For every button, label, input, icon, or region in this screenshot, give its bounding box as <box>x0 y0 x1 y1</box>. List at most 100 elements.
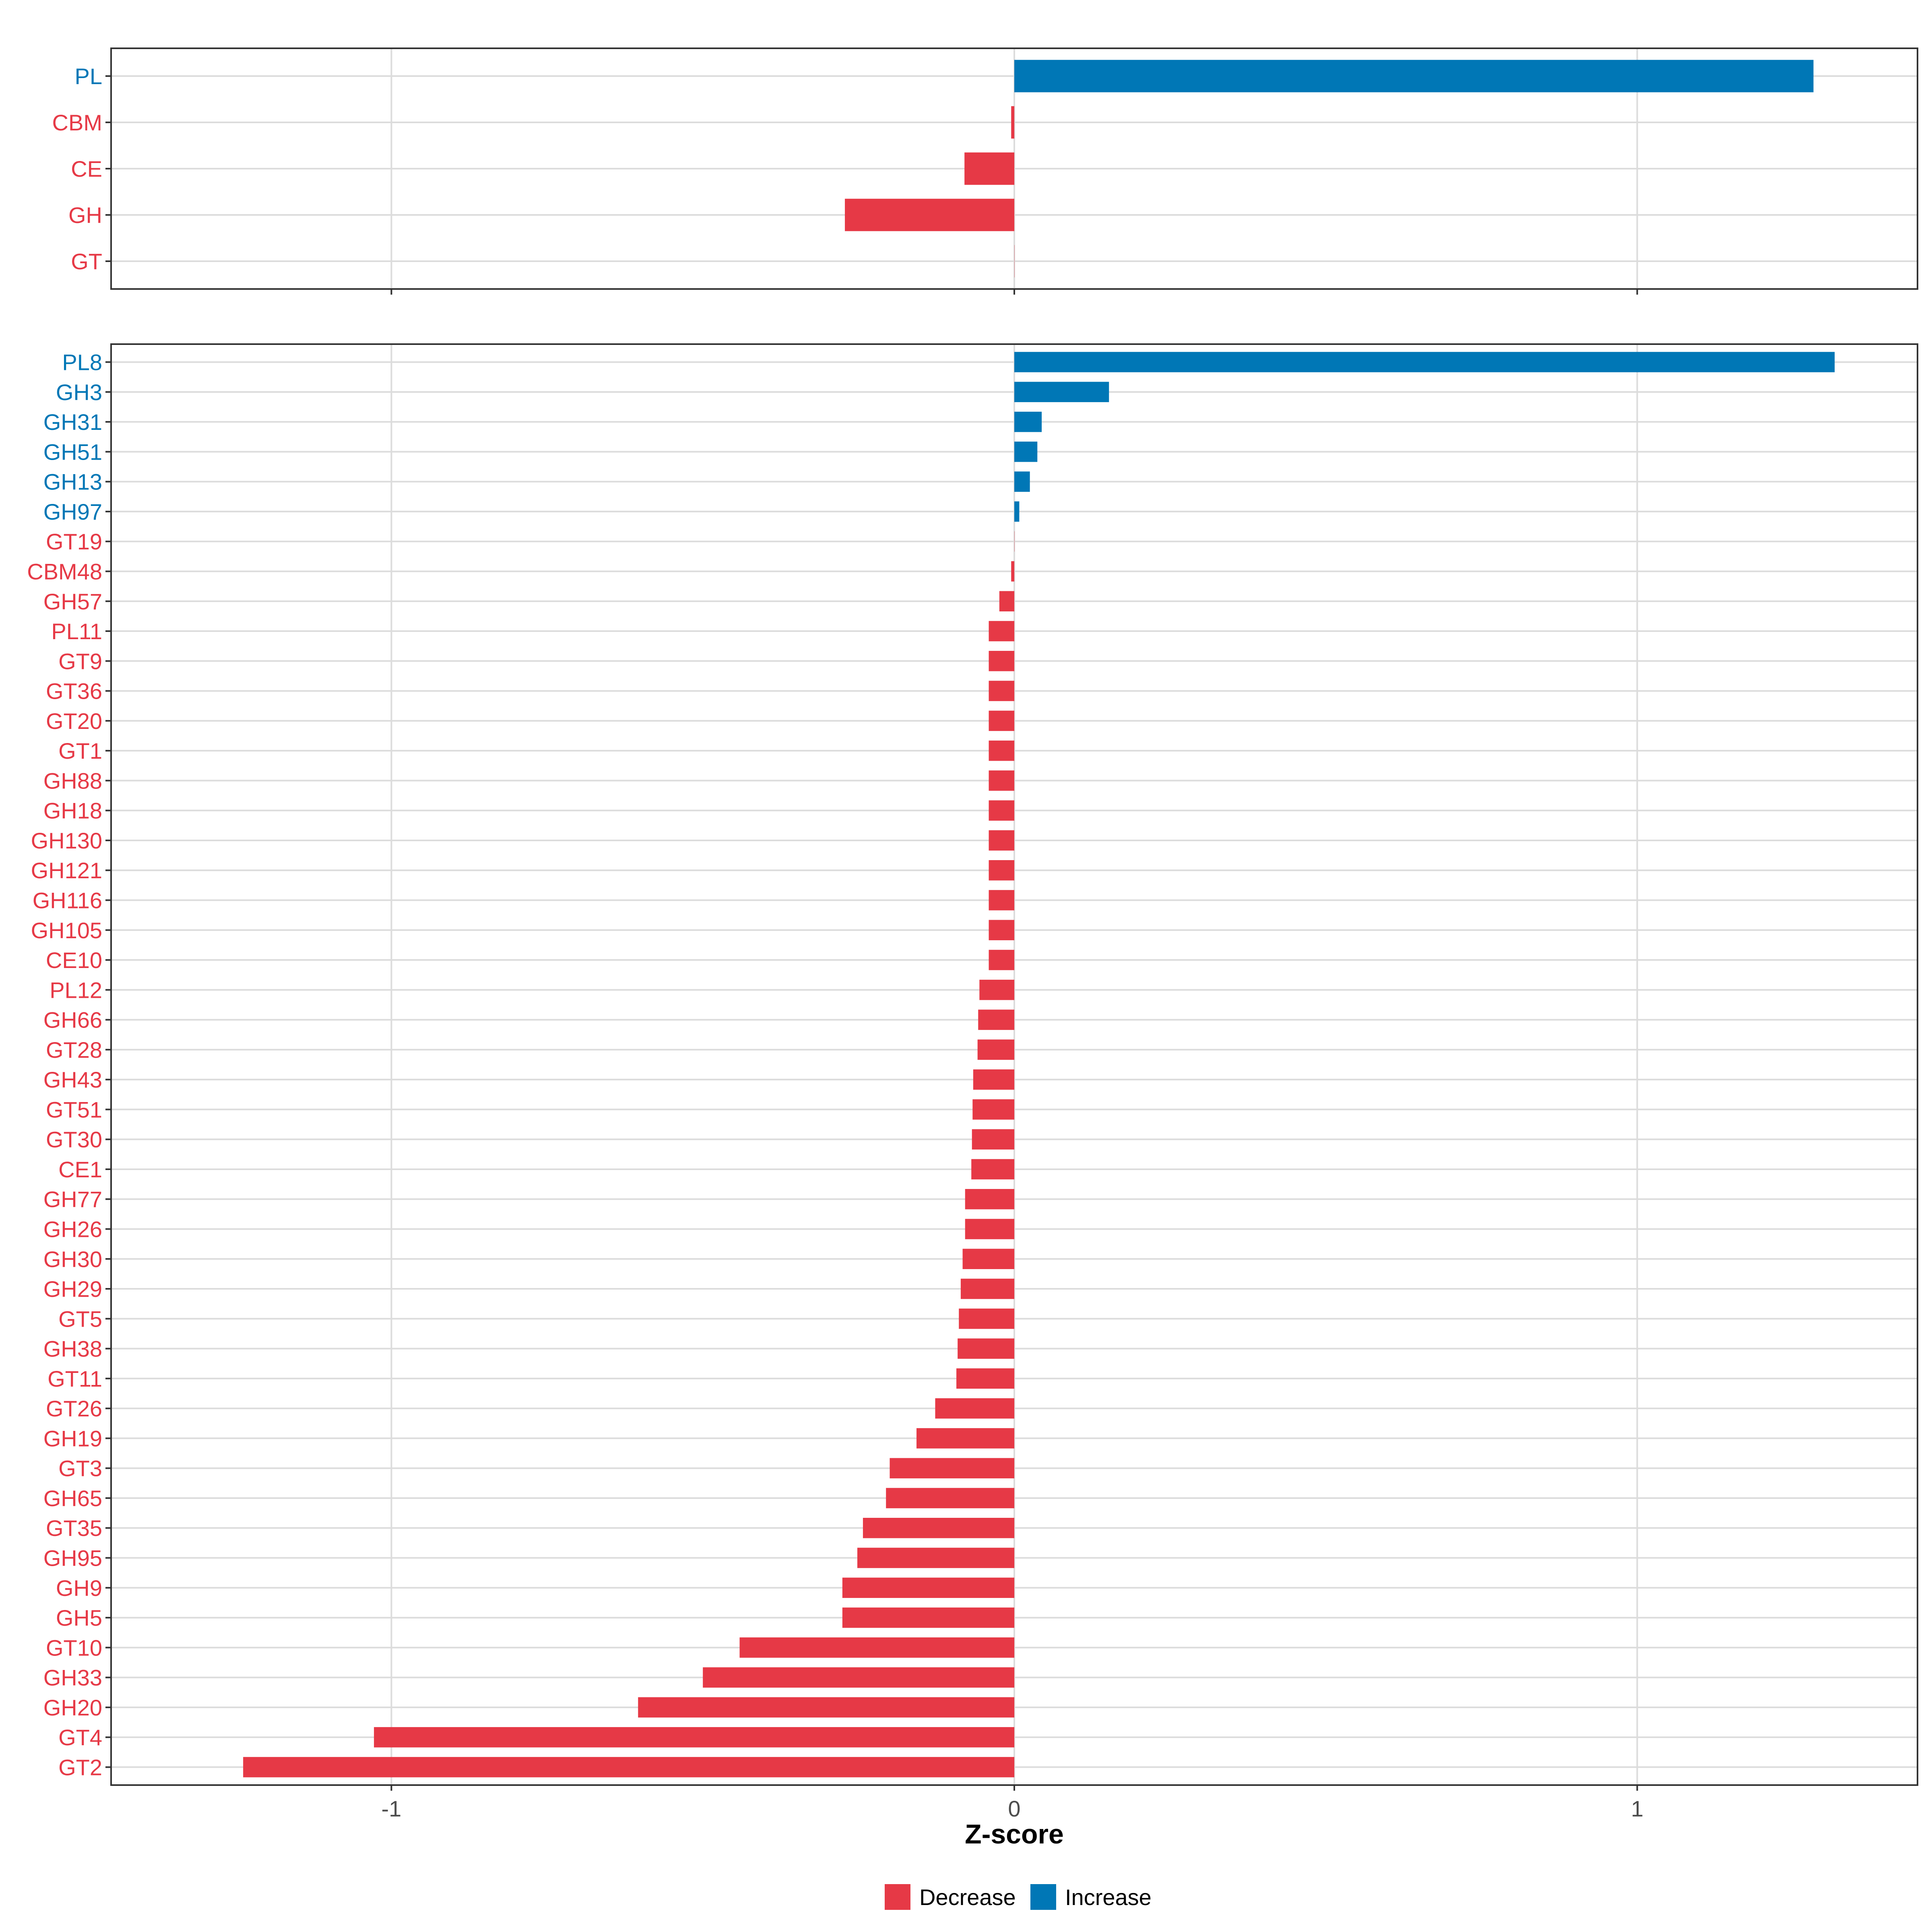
y-tick-label-gt1: GT1 <box>58 738 102 764</box>
bar-gh9 <box>842 1577 1014 1598</box>
panel-border <box>110 47 1918 290</box>
bar-gh105 <box>989 920 1014 941</box>
y-tick-label-cbm48: CBM48 <box>27 559 102 584</box>
y-tick-label-gh95: GH95 <box>43 1546 102 1571</box>
legend: Decrease Increase <box>885 1884 1152 1910</box>
y-tick-label-cbm: CBM <box>52 110 102 135</box>
bar-ce10 <box>989 949 1014 970</box>
bar-gt5 <box>959 1309 1014 1329</box>
bar-gh43 <box>973 1069 1014 1090</box>
bar-gh97 <box>1014 501 1020 522</box>
bar-gh116 <box>989 890 1014 910</box>
y-tick-label-gh20: GH20 <box>43 1695 102 1720</box>
y-tick-label-gt36: GT36 <box>46 679 102 704</box>
y-tick-label-gh19: GH19 <box>43 1426 102 1451</box>
y-tick-label-gt10: GT10 <box>46 1635 102 1660</box>
y-tick-label-gh121: GH121 <box>31 858 102 883</box>
bar-gt36 <box>989 681 1014 701</box>
y-tick-label-gt35: GT35 <box>46 1515 102 1541</box>
bar-gh29 <box>960 1278 1014 1299</box>
y-tick-label-gt2: GT2 <box>58 1754 102 1780</box>
y-tick-label-gt5: GT5 <box>58 1306 102 1331</box>
bar-gt3 <box>890 1458 1014 1478</box>
y-tick-label-gh88: GH88 <box>43 768 102 793</box>
bar-gh20 <box>638 1697 1014 1718</box>
bar-pl8 <box>1014 352 1835 372</box>
y-tick-label-gh130: GH130 <box>31 828 102 853</box>
y-tick-label-pl11: PL11 <box>51 619 102 644</box>
bar-gt9 <box>989 651 1014 671</box>
bar-gh33 <box>703 1667 1014 1688</box>
y-tick-label-ce1: CE1 <box>58 1157 102 1182</box>
legend-swatch-decrease <box>885 1884 910 1910</box>
bar-gh130 <box>989 830 1014 851</box>
bar-gh77 <box>965 1189 1014 1210</box>
bar-gh65 <box>886 1488 1014 1509</box>
y-tick-label-gt26: GT26 <box>46 1396 102 1421</box>
bar-gh26 <box>965 1219 1014 1239</box>
bar-gt11 <box>956 1368 1014 1389</box>
y-tick-label-gh66: GH66 <box>43 1007 102 1033</box>
y-tick-label-gh29: GH29 <box>43 1276 102 1302</box>
y-tick-label-gh: GH <box>68 202 102 228</box>
bar-gh3 <box>1014 382 1109 402</box>
y-tick-label-gt28: GT28 <box>46 1037 102 1063</box>
y-tick-label-gh13: GH13 <box>43 469 102 495</box>
y-tick-label-gt51: GT51 <box>46 1097 102 1122</box>
bar-gh66 <box>978 1009 1014 1030</box>
y-tick-label-gh77: GH77 <box>43 1187 102 1212</box>
legend-label-decrease: Decrease <box>919 1885 1016 1910</box>
panel-border <box>110 343 1918 1786</box>
bar-gh57 <box>999 591 1014 612</box>
y-tick-label-gt30: GT30 <box>46 1127 102 1152</box>
y-tick-label-gh51: GH51 <box>43 439 102 464</box>
bar-ce1 <box>971 1159 1014 1180</box>
chart-panels: PLCBMCEGHGTPL8GH3GH31GH51GH13GH97GT19CBM… <box>27 47 1918 1821</box>
panel-family: PL8GH3GH31GH51GH13GH97GT19CBM48GH57PL11G… <box>27 343 1918 1821</box>
bar-gt20 <box>989 710 1014 731</box>
bar-pl <box>1014 60 1814 93</box>
y-tick-label-gh31: GH31 <box>43 409 102 435</box>
y-tick-label-gt9: GT9 <box>58 648 102 674</box>
bar-ce <box>964 152 1014 185</box>
y-tick-label-gh57: GH57 <box>43 589 102 614</box>
bar-gt30 <box>972 1129 1014 1150</box>
y-tick-label-gh5: GH5 <box>56 1605 102 1631</box>
y-tick-label-gt19: GT19 <box>46 529 102 554</box>
x-tick-label: 1 <box>1631 1796 1643 1821</box>
y-tick-label-gh97: GH97 <box>43 499 102 524</box>
y-tick-label-gh30: GH30 <box>43 1247 102 1272</box>
x-axis-title: Z-score <box>965 1819 1064 1849</box>
y-tick-label-ce: CE <box>71 156 102 182</box>
y-tick-label-gh26: GH26 <box>43 1217 102 1242</box>
bar-gh31 <box>1014 411 1042 432</box>
bar-gh38 <box>958 1338 1014 1359</box>
panel-class: PL CBM CE GH GT <box>52 47 1918 295</box>
y-tick-label-gt3: GT3 <box>58 1456 102 1481</box>
bar-gt2 <box>243 1757 1014 1777</box>
y-tick-label-gt20: GT20 <box>46 708 102 734</box>
bar-cbm48 <box>1011 561 1014 582</box>
bar-gt <box>1014 245 1015 278</box>
y-tick-label-pl12: PL12 <box>50 977 102 1003</box>
bar-gh30 <box>962 1249 1014 1269</box>
bar-gh19 <box>916 1428 1014 1449</box>
bar-gh88 <box>989 770 1014 791</box>
bar-gh51 <box>1014 442 1038 462</box>
x-tick-label: -1 <box>382 1796 402 1821</box>
bar-pl12 <box>979 980 1014 1000</box>
y-tick-label-ce10: CE10 <box>46 947 102 973</box>
bar-gh95 <box>857 1548 1014 1568</box>
x-tick-label: 0 <box>1008 1796 1020 1821</box>
bar-gh <box>845 198 1014 231</box>
bar-pl11 <box>989 621 1014 642</box>
y-tick-label-gh33: GH33 <box>43 1665 102 1690</box>
legend-swatch-increase <box>1030 1884 1056 1910</box>
bar-gt1 <box>989 740 1014 761</box>
bar-gt10 <box>739 1637 1014 1658</box>
y-tick-label-gt11: GT11 <box>47 1366 102 1391</box>
y-tick-label-gh105: GH105 <box>31 918 102 943</box>
bar-gt35 <box>863 1517 1014 1538</box>
y-tick-label-pl: PL <box>75 64 103 89</box>
